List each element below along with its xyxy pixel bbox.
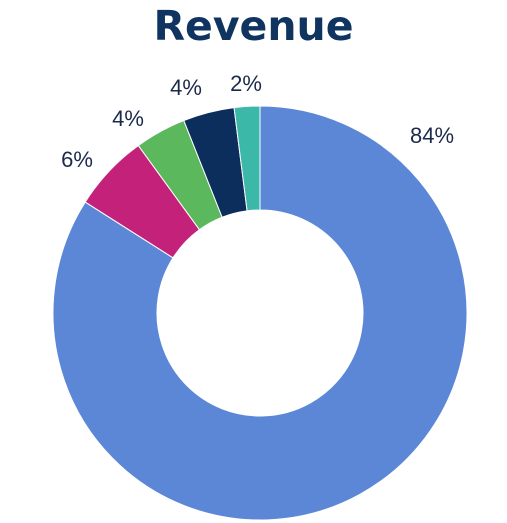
slice-label-0: 84% [410, 123, 454, 148]
slice-label-2: 4% [112, 106, 144, 131]
donut-slice-0 [52, 105, 468, 521]
slice-label-1: 6% [61, 147, 93, 172]
donut-slices [52, 105, 468, 521]
donut-slice-4 [233, 105, 261, 212]
slice-label-4: 2% [230, 71, 262, 96]
donut-labels: 84% 6% 4% 4% 2% [61, 71, 454, 172]
slice-label-3: 4% [170, 75, 202, 100]
chart-title: Revenue [153, 2, 354, 50]
